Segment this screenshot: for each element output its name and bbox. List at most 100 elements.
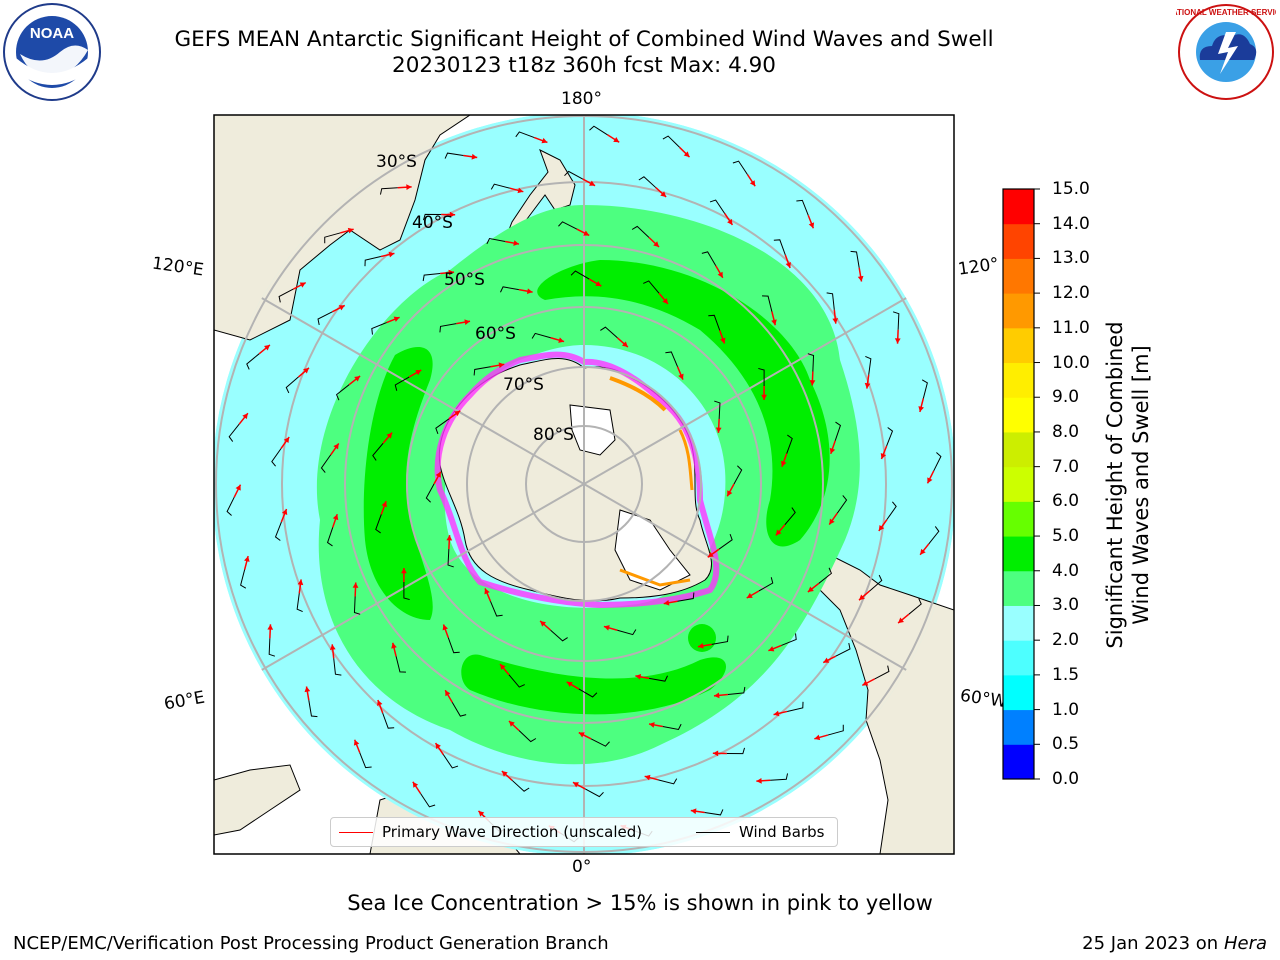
wind-barb [447,637,460,654]
wind-barb [773,239,786,256]
wind-barb [786,434,793,454]
wind-barb [708,314,721,331]
wind-barb [928,526,940,545]
wind-barb [662,135,680,148]
wave-arrow-head [435,743,441,750]
wind-barb [425,483,435,503]
wind-barb [658,778,678,785]
colorbar-tick-label: 12.0 [1052,283,1090,304]
colorbar-tick-label: 0.5 [1052,734,1080,755]
wave-arrow-head [501,771,508,777]
wind-barb [379,187,398,195]
wind-barb [296,593,303,613]
wave-arrow-head [332,514,339,521]
wave-arrow-head [713,692,720,699]
wave-arrow-head [622,341,628,348]
wind-barb [500,286,519,293]
wave-arrow-head [235,484,241,491]
wind-barb [762,295,773,312]
nws-logo-text: NATIONAL WEATHER SERVICE [1176,8,1276,17]
wave-arrow-head [749,180,756,187]
lon-label-bottom: 0° [572,857,592,877]
wave-arrow-head [401,567,407,574]
wave-arrow-head [338,305,345,311]
wave-arrow-head [500,664,506,670]
wind-barb [638,176,657,188]
wave-arrow-head [653,241,660,248]
lon-label-top: 180° [561,89,602,109]
band-4-5m-west [363,347,433,620]
wave-arrow-head [445,690,451,697]
wind-barb [726,747,746,755]
wind-barb [826,292,835,310]
nws-logo-icon: NATIONAL WEATHER SERVICE [1176,4,1276,100]
footer-date-text: 25 Jan 2023 on [1082,933,1219,954]
colorbar-swatch [1003,327,1034,364]
wind-barb [515,131,535,139]
wave-arrow-head [829,447,836,454]
wave-arrow-head [442,624,449,631]
wave-arrow-head [377,699,383,706]
colorbar-tick-label: 13.0 [1052,248,1090,269]
wave-arrow-head [353,739,360,746]
wave-arrow-head [823,657,830,663]
wave-arrow-head [678,373,684,380]
wind-barb [420,793,436,808]
wave-arrow-head [333,443,339,450]
wave-arrow-head [712,750,719,757]
colorbar-tick-label: 7.0 [1052,456,1080,477]
wave-arrow-head [775,529,782,536]
footer-host: Hera [1223,933,1267,954]
wind-barb [395,656,406,673]
wind-barb [578,688,598,698]
wave-arrow-head [393,316,400,322]
colorbar-tick-label: 5.0 [1052,526,1080,547]
wave-arrow-head [781,460,787,467]
wave-arrow-head [859,594,865,601]
wind-barb [711,635,729,645]
wave-arrow-head [406,184,412,191]
wave-arrow-head [446,535,453,541]
wind-barb [335,384,350,401]
wind-barb [617,629,637,636]
wind-barb [631,225,650,238]
wave-arrow-head [898,617,904,624]
wave-arrow-head [478,810,485,817]
wave-arrow-head [471,153,478,160]
lat-label-40s: 40°S [412,213,453,233]
wind-barb [375,514,382,534]
wave-arrow-head [613,137,620,143]
wind-barb [727,686,746,696]
colorbar-tick-label: 3.0 [1052,595,1080,616]
wave-arrow-head [808,222,815,229]
lat-label-60s: 60°S [475,324,516,344]
colorbar-tick-label: 10.0 [1052,352,1090,373]
wave-arrow-head [589,180,596,186]
graticule [215,115,953,854]
wind-barb [908,598,922,615]
colorbar-tick-label: 1.5 [1052,664,1080,685]
wind-barb [892,311,900,330]
wind-barb [784,507,796,526]
wind-barb [439,323,457,333]
wind-barb [714,400,721,419]
wind-barb [444,152,464,159]
wind-barb [886,501,897,520]
wave-arrow-head [412,781,419,788]
colorbar-tick-label: 0.0 [1052,769,1080,789]
map-legend: Primary Wave Direction (unscaled) Wind B… [330,817,838,847]
chart-title: GEFS MEAN Antarctic Significant Height o… [174,27,994,52]
colorbar-swatch [1003,189,1034,225]
colorbar-swatch [1003,258,1034,294]
colorbar-swatch [1003,605,1034,641]
wave-height-field [214,115,954,854]
wave-arrow-head [464,319,471,325]
wave-arrow-head [809,380,816,386]
wave-arrow-head [386,432,393,439]
wind-barb [550,629,568,642]
chart-subtitle: 20230123 t18z 360h fcst Max: 4.90 [392,53,776,78]
wind-barb [850,250,860,268]
wave-arrow-head [807,586,814,593]
wind-barb [865,355,872,375]
